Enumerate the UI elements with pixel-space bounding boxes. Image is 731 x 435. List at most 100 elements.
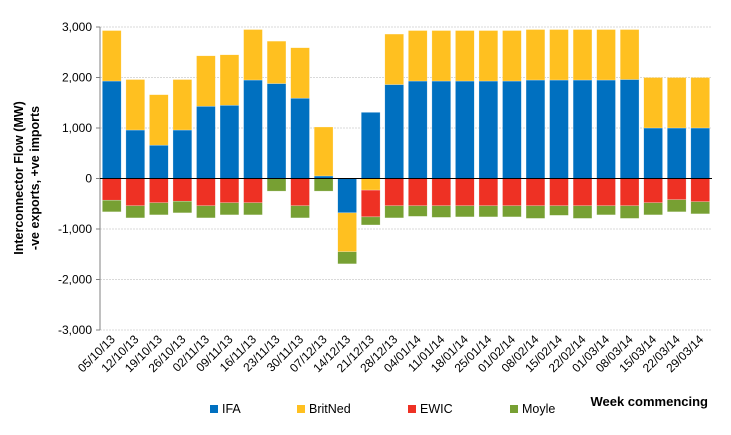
bar-britned-21 [596,29,616,81]
bar-ifa-7 [266,83,287,179]
bar-ewic-16 [478,178,499,207]
bar-britned-14 [431,30,451,82]
y-tick-label: -3,000 [58,323,92,337]
bar-ewic-15 [455,178,475,207]
bar-moyle-3 [172,200,193,214]
bar-britned-23 [643,77,663,129]
bar-britned-22 [619,29,640,80]
bar-ifa-19 [549,79,569,179]
bar-ewic-19 [549,178,569,207]
bar-ewic-18 [525,178,546,207]
bar-britned-3 [172,79,193,131]
bar-britned-10 [337,212,357,252]
legend-label: BritNed [309,402,351,416]
bar-ewic-3 [172,178,193,202]
bar-ifa-10 [337,178,357,214]
bar-ewic-13 [408,178,428,207]
bar-moyle-17 [502,205,522,218]
x-tick-labels: 05/10/1312/10/1319/10/1326/10/1302/11/13… [75,332,707,375]
legend-label: EWIC [420,402,453,416]
bar-britned-1 [125,79,145,131]
bar-ewic-25 [690,178,710,202]
bar-ewic-0 [102,178,122,201]
bar-moyle-16 [478,205,499,218]
bar-ewic-2 [149,178,169,203]
bar-ifa-8 [290,97,310,179]
bar-britned-5 [219,54,240,106]
bar-ifa-22 [619,79,640,179]
bar-moyle-5 [219,202,240,216]
legend-item-ewic: EWIC [408,402,453,416]
bar-britned-4 [196,55,216,107]
bar-moyle-25 [690,201,710,215]
x-axis-title: Week commencing [590,394,708,409]
bar-ifa-20 [572,79,593,179]
bar-ifa-18 [525,79,546,179]
bar-moyle-20 [572,205,593,219]
axes [96,26,712,331]
bar-ifa-12 [384,84,404,179]
bar-ifa-0 [102,80,122,179]
bar-ifa-2 [149,144,169,179]
bar-britned-11 [361,178,381,191]
legend-item-britned: BritNed [297,402,351,416]
legend-swatch [510,405,518,413]
y-axis-title-line1: Interconnector Flow (MW) [12,101,26,254]
bar-ifa-23 [643,127,663,179]
bar-britned-20 [572,29,593,81]
bar-ifa-21 [596,79,616,179]
bar-moyle-7 [266,178,287,192]
bar-moyle-13 [408,205,428,217]
bar-britned-0 [102,30,122,82]
bar-ewic-11 [361,189,381,218]
bar-ifa-24 [667,127,687,179]
bar-britned-7 [266,40,287,84]
bar-ifa-16 [478,80,499,179]
bar-ifa-6 [243,79,263,179]
legend-swatch [408,405,416,413]
bar-britned-24 [667,77,687,129]
bar-moyle-1 [125,205,145,219]
bar-ifa-4 [196,106,216,179]
bar-britned-15 [455,30,475,82]
bar-ewic-22 [619,178,640,207]
legend: IFA BritNed EWIC Moyle [0,402,731,422]
bar-britned-6 [243,29,263,81]
bar-ewic-17 [502,178,522,207]
legend-swatch [210,405,218,413]
bars [102,29,710,265]
bar-moyle-21 [596,205,616,216]
bar-moyle-9 [313,178,334,192]
legend-item-moyle: Moyle [510,402,555,416]
bar-britned-19 [549,29,569,81]
bar-ewic-24 [667,178,687,200]
bar-moyle-15 [455,205,475,218]
y-axis-title-line2: -ve exports, +ve imports [28,106,42,250]
legend-label: IFA [222,402,241,416]
bar-moyle-6 [243,202,263,216]
y-tick-label: 2,000 [62,71,92,85]
bar-moyle-24 [667,199,687,213]
bar-ifa-15 [455,80,475,179]
bar-ewic-1 [125,178,145,207]
bar-moyle-4 [196,205,216,219]
legend-swatch [297,405,305,413]
bar-britned-17 [502,30,522,82]
bar-moyle-22 [619,205,640,219]
bar-ewic-6 [243,178,263,203]
bar-ewic-12 [384,178,404,207]
bar-britned-12 [384,33,404,85]
bar-ewic-20 [572,178,593,207]
bar-britned-2 [149,94,169,146]
y-tick-label: 0 [85,172,92,186]
bar-ewic-4 [196,178,216,207]
bar-ifa-17 [502,80,522,179]
y-tick-label: -1,000 [58,222,92,236]
bar-ewic-21 [596,178,616,207]
bar-moyle-23 [643,202,663,216]
bar-britned-13 [408,30,428,82]
bar-ifa-1 [125,129,145,179]
y-tick-label: -2,000 [58,273,92,287]
bar-britned-8 [290,47,310,99]
bar-moyle-0 [102,199,122,213]
